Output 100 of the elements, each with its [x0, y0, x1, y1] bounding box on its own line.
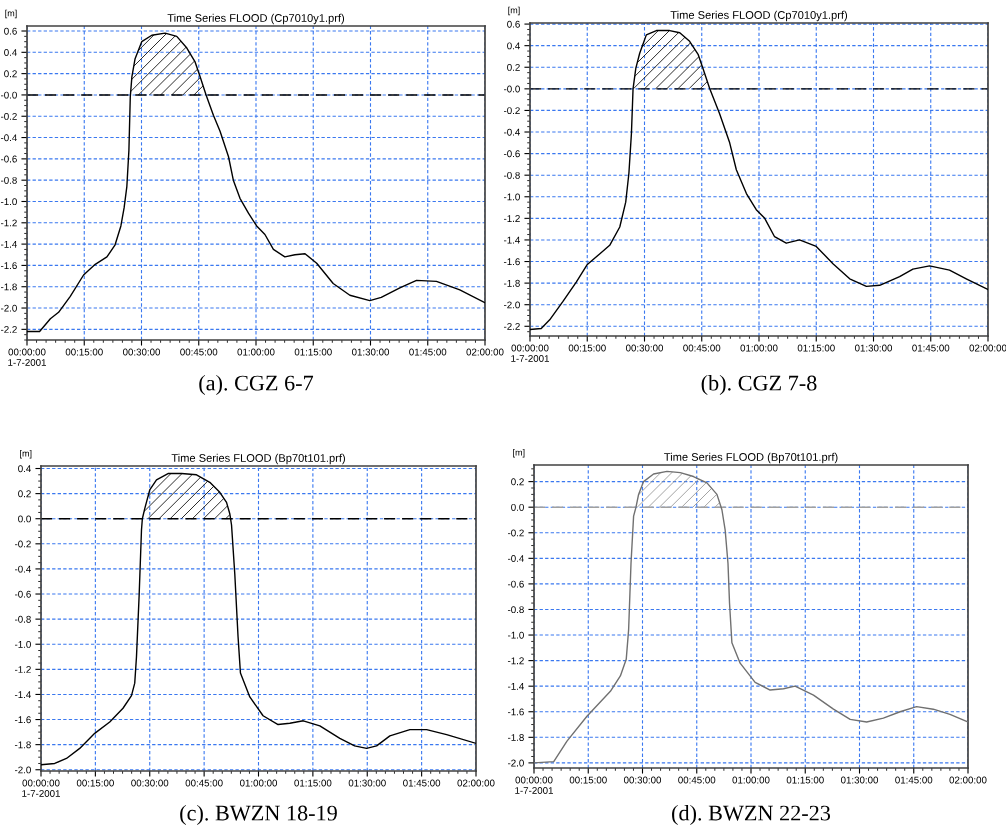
x-tick-label: 00:45:00: [180, 348, 218, 356]
y-tick-label: -1.2: [503, 215, 520, 222]
y-tick-label: -0.8: [507, 606, 524, 614]
y-axis-title: [m]: [5, 9, 17, 19]
y-tick-label: -1.0: [507, 631, 524, 639]
y-tick-label: -0.2: [14, 540, 31, 548]
y-tick-label: 0.0: [511, 503, 524, 511]
x-tick-label: 01:00:00: [239, 779, 278, 787]
x-tick-label: 02:00:00: [457, 779, 495, 787]
y-tick-label: -1.2: [0, 219, 17, 227]
x-tick-label: 02:00:00: [466, 348, 504, 356]
y-tick-label: 0.0: [18, 515, 31, 523]
y-tick-label: -1.0: [0, 198, 17, 206]
y-tick-label: 0.2: [511, 478, 524, 486]
chart-title: Time Series FLOOD (Cp7010y1.prf): [670, 10, 848, 22]
x-tick-label: 00:45:00: [683, 344, 721, 352]
x-tick-label: 01:00:00: [740, 344, 778, 352]
y-tick-label: -1.0: [14, 640, 31, 648]
y-tick-label: -1.2: [507, 657, 524, 665]
y-tick-label: -0.4: [0, 134, 17, 142]
y-tick-label: -0.0: [0, 91, 17, 99]
y-tick-label: -1.6: [0, 262, 17, 270]
y-tick-label: -0.0: [503, 85, 520, 93]
y-tick-label: 0.2: [507, 63, 520, 71]
x-tick-label: 00:15:00: [76, 779, 114, 787]
x-tick-label: 00:00:00 1-7-2001: [8, 348, 46, 366]
y-tick-label: -0.2: [507, 529, 524, 537]
x-tick-label: 01:45:00: [409, 348, 447, 356]
text: (b). CGZ 7-8: [701, 374, 817, 396]
x-tick-label: 00:30:00: [625, 344, 664, 352]
y-tick-label: 0.6: [507, 20, 520, 28]
y-tick-label: -0.2: [503, 107, 520, 115]
y-tick-label: 0.6: [4, 27, 17, 35]
y-tick-label: 0.2: [4, 70, 17, 78]
x-tick-label: 00:15:00: [569, 776, 607, 784]
text: (d). BWZN 22-23: [672, 804, 831, 826]
y-tick-label: -0.2: [0, 112, 17, 120]
x-tick-label: 01:00:00: [237, 348, 275, 356]
y-tick-label: -1.4: [14, 691, 31, 698]
y-tick-label: -1.6: [503, 258, 520, 266]
y-tick-label: -1.2: [14, 666, 31, 673]
y-tick-label: -1.4: [503, 236, 520, 244]
y-tick-label: -0.4: [14, 565, 31, 573]
x-tick-label: 01:30:00: [840, 776, 879, 784]
x-tick-label: 01:15:00: [797, 344, 835, 352]
text: (c). BWZN 18-19: [180, 804, 337, 826]
line-series: [534, 470, 968, 764]
x-tick-label: 01:30:00: [854, 344, 893, 352]
chart-title: Time Series FLOOD (Cp7010y1.prf): [167, 13, 345, 25]
y-tick-label: -1.0: [503, 193, 520, 201]
y-tick-label: -1.8: [14, 741, 31, 749]
y-tick-label: 0.2: [18, 490, 31, 498]
y-tick-label: 0.4: [4, 49, 17, 56]
x-tick-label: 01:30:00: [348, 779, 386, 787]
y-tick-label: -0.8: [503, 171, 520, 179]
y-tick-label: -0.8: [0, 176, 17, 184]
x-tick-label: 01:00:00: [732, 776, 770, 784]
y-tick-label: -2.2: [503, 323, 520, 330]
text: (a). CGZ 6-7: [199, 374, 314, 396]
y-axis-title: [m]: [513, 449, 525, 458]
x-tick-label: 00:30:00: [623, 776, 662, 784]
y-tick-label: -0.6: [14, 590, 31, 598]
y-tick-label: -1.4: [507, 683, 524, 690]
y-tick-label: -0.4: [503, 128, 520, 136]
y-tick-label: -2.0: [0, 304, 17, 312]
chart-title: Time Series FLOOD (Bp70t101.prf): [664, 452, 838, 464]
x-tick-label: 00:15:00: [568, 344, 606, 352]
y-axis-title: [m]: [20, 449, 32, 459]
y-tick-label: -0.6: [503, 150, 520, 158]
x-tick-label: 00:30:00: [122, 348, 161, 356]
x-tick-label: 01:45:00: [895, 776, 933, 784]
x-tick-label: 01:45:00: [403, 779, 441, 787]
y-tick-label: -1.8: [0, 283, 17, 291]
x-tick-label: 00:00:00 1-7-2001: [515, 776, 553, 794]
x-tick-label: 01:30:00: [351, 348, 390, 356]
x-tick-label: 01:45:00: [912, 344, 950, 352]
x-tick-label: 00:45:00: [678, 776, 716, 784]
y-tick-label: 0.4: [507, 42, 520, 50]
x-tick-label: 00:00:00 1-7-2001: [511, 344, 549, 362]
x-tick-label: 00:45:00: [185, 779, 223, 787]
x-tick-label: 00:15:00: [65, 348, 103, 356]
y-tick-label: -2.2: [0, 326, 17, 333]
y-tick-label: -1.8: [503, 279, 520, 287]
x-tick-label: 01:15:00: [294, 779, 332, 787]
y-tick-label: -1.6: [507, 708, 524, 716]
y-tick-label: -0.6: [507, 580, 524, 588]
x-tick-label: 00:30:00: [131, 779, 169, 787]
y-tick-label: -1.6: [14, 716, 31, 724]
y-tick-label: -0.4: [507, 555, 524, 562]
y-tick-label: -1.8: [507, 734, 524, 741]
y-tick-label: -0.6: [0, 155, 17, 163]
x-tick-label: 02:00:00: [969, 344, 1006, 352]
x-tick-label: 02:00:00: [949, 776, 987, 784]
y-tick-label: -2.0: [503, 301, 520, 309]
y-tick-label: -0.8: [14, 615, 31, 623]
x-tick-label: 01:15:00: [294, 348, 332, 356]
chart-title: Time Series FLOOD (Bp70t101.prf): [171, 453, 345, 465]
y-tick-label: -2.0: [507, 759, 524, 767]
x-tick-label: 00:00:00 1-7-2001: [22, 779, 60, 797]
y-tick-label: -1.4: [0, 240, 17, 248]
